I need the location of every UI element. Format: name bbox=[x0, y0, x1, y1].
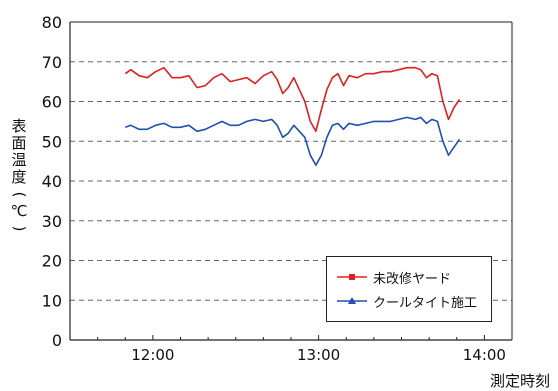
y-tick-label-50: 50 bbox=[42, 132, 62, 151]
legend: 未改修ヤード クールタイト施工 bbox=[326, 256, 492, 322]
y-tick-label-40: 40 bbox=[42, 172, 62, 191]
y-tick-label-30: 30 bbox=[42, 212, 62, 231]
y-tick-label-20: 20 bbox=[42, 252, 62, 271]
x-tick-labels: 12:00 13:00 14:00 bbox=[131, 346, 506, 364]
legend-label-red: 未改修ヤード bbox=[373, 271, 452, 287]
y-tick-label-10: 10 bbox=[42, 291, 62, 310]
y-axis-label-char: 表 bbox=[11, 117, 27, 135]
y-axis-label-char: 温 bbox=[11, 151, 27, 169]
x-tick-label-12:00: 12:00 bbox=[131, 346, 174, 364]
legend-swatch-blue bbox=[337, 297, 367, 304]
axes bbox=[69, 21, 513, 341]
y-tick-label-70: 70 bbox=[42, 53, 62, 72]
legend-item-red: 未改修ヤード bbox=[337, 267, 451, 287]
y-axis-label: 表面温度 ( ℃) bbox=[8, 118, 30, 237]
y-tick-labels: 0 10 20 30 40 50 60 70 80 bbox=[42, 13, 62, 350]
series-group bbox=[124, 66, 461, 166]
y-axis-label-char: 面 bbox=[11, 134, 27, 152]
gridlines bbox=[70, 61, 512, 301]
x-tick-label-13:00: 13:00 bbox=[297, 346, 340, 364]
y-axis-label-char: ℃ bbox=[10, 202, 28, 220]
y-axis-label-char: 度 bbox=[11, 168, 27, 186]
y-tick-label-60: 60 bbox=[42, 93, 62, 112]
y-tick-label-80: 80 bbox=[42, 13, 62, 32]
y-axis-label-char: ( bbox=[10, 191, 29, 198]
series-line-0 bbox=[124, 66, 461, 133]
legend-swatch-red bbox=[337, 274, 367, 280]
series-line-1 bbox=[125, 116, 461, 166]
y-tick-label-0: 0 bbox=[52, 331, 62, 350]
y-axis-label-char: ) bbox=[10, 225, 29, 232]
legend-label-blue: クールタイト施工 bbox=[373, 295, 478, 311]
legend-item-blue: クールタイト施工 bbox=[337, 291, 477, 311]
x-axis-label: 測定時刻 bbox=[489, 372, 550, 390]
x-tick-label-14:00: 14:00 bbox=[463, 346, 506, 364]
